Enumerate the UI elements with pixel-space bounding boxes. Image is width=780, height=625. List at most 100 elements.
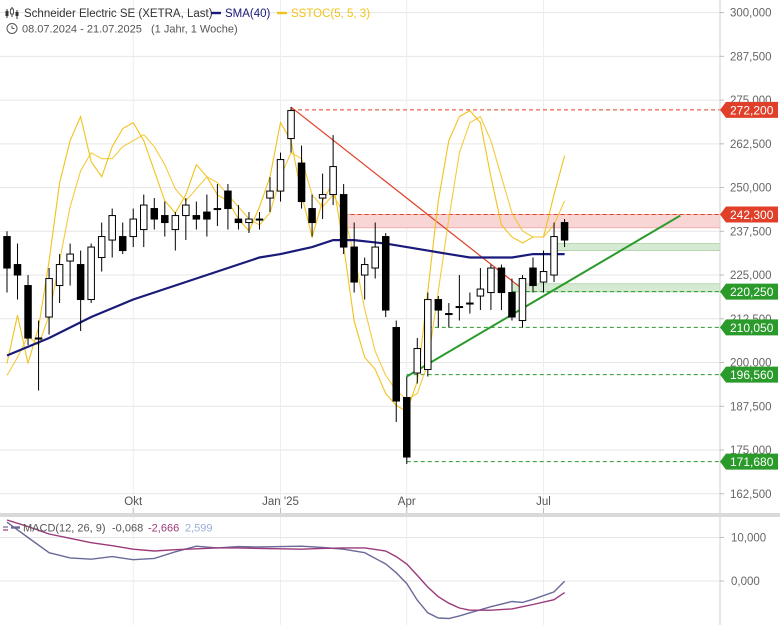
candle-body xyxy=(203,211,211,220)
candle-body xyxy=(224,190,232,210)
candle-body xyxy=(171,215,180,231)
candle-body xyxy=(24,285,32,339)
candle-body xyxy=(234,218,243,224)
candle-body xyxy=(550,236,558,276)
x-tick-label: Jul xyxy=(536,496,551,508)
candle-body xyxy=(329,166,337,196)
support-trend-line xyxy=(406,214,681,378)
price-level-tag xyxy=(720,101,778,118)
price-level-value: 272,200 xyxy=(730,103,774,117)
y-tick-label: 187,500 xyxy=(730,401,772,413)
macd-value-3: 2,599 xyxy=(185,523,213,535)
y-tick-label: 237,500 xyxy=(730,226,772,238)
price-level-value: 196,560 xyxy=(730,368,774,382)
sstoc-slow-line xyxy=(6,115,566,401)
sstoc-lines xyxy=(6,109,566,413)
trend-lines xyxy=(290,106,681,378)
macd-signal-line xyxy=(6,519,565,611)
candle-body xyxy=(213,208,222,211)
candle-body xyxy=(108,215,116,241)
candle-body xyxy=(508,292,516,318)
candle-body xyxy=(392,327,400,402)
candle-body xyxy=(245,218,253,224)
candle-body xyxy=(445,313,453,316)
candle-body xyxy=(339,194,348,248)
candle-body xyxy=(476,288,485,297)
y-tick-label: 262,500 xyxy=(730,139,772,151)
candle-body xyxy=(34,337,43,340)
macd-value-1: -0,068 xyxy=(112,523,143,535)
x-tick-label: Apr xyxy=(398,496,416,508)
candle-body xyxy=(529,267,537,287)
x-tick-label: Jan '25 xyxy=(262,496,299,508)
candle-body xyxy=(140,204,148,231)
period-label: (1 Jahr, 1 Woche) xyxy=(151,24,238,36)
macd-line xyxy=(6,521,566,620)
candle-body xyxy=(424,299,432,371)
date-range: 08.07.2024 - 21.07.2025 xyxy=(22,24,142,36)
candle-body xyxy=(539,271,548,283)
candle-body xyxy=(13,264,22,276)
macd-value-2: -2,666 xyxy=(148,523,179,535)
candle-body xyxy=(118,236,127,252)
candle-body xyxy=(3,236,11,269)
candle-body xyxy=(297,162,306,203)
macd-y-tick-label: 10,000 xyxy=(731,532,766,544)
candle-body xyxy=(518,278,527,322)
candle-body xyxy=(150,208,159,220)
price-level-value: 242,300 xyxy=(730,208,774,222)
price-level-value: 171,680 xyxy=(730,455,774,469)
macd-legend: MACD(12, 26, 9) -0,068 -2,666 2,599 xyxy=(3,523,213,535)
candle-body xyxy=(350,246,358,283)
candle-body xyxy=(276,159,285,192)
panel-divider xyxy=(0,513,780,517)
candle-body xyxy=(192,215,201,220)
clock-icon xyxy=(6,23,18,34)
candle-body xyxy=(45,278,53,318)
candle-body xyxy=(308,208,316,224)
candle-body xyxy=(497,267,506,294)
y-tick-label: 200,000 xyxy=(730,358,772,370)
y-tick-label: 287,500 xyxy=(730,51,772,63)
price-level-lines xyxy=(291,109,720,463)
sma-legend-label: SMA(40) xyxy=(225,8,271,20)
candle-body xyxy=(66,253,74,262)
candle-body xyxy=(87,246,95,301)
price-level-tag xyxy=(720,453,778,470)
header: Schneider Electric SE (XETRA, Last) SMA(… xyxy=(5,7,370,36)
candle-body xyxy=(360,264,369,276)
candle-body xyxy=(413,348,422,374)
candle-body xyxy=(161,215,169,224)
candles xyxy=(3,107,569,465)
candle-body xyxy=(129,218,137,238)
price-zone xyxy=(553,243,721,251)
candle-body xyxy=(266,190,274,199)
sstoc-fast-line xyxy=(6,109,566,413)
x-tick-label: Okt xyxy=(124,496,143,508)
price-level-labels: 272,200 242,300 220,250 210,050 196,560 171,6… xyxy=(720,101,778,470)
candle-body xyxy=(182,204,190,217)
chart-title: Schneider Electric SE (XETRA, Last) xyxy=(24,8,213,20)
resistance-trend-line xyxy=(290,106,523,290)
sstoc-legend-label: SSTOC(5, 5, 3) xyxy=(291,8,370,20)
candle-body xyxy=(455,306,464,309)
candle-body xyxy=(255,218,264,221)
chart-type-icon[interactable] xyxy=(5,7,19,19)
price-level-tag xyxy=(720,319,778,336)
macd-y-tick-label: 0,000 xyxy=(731,576,760,588)
candle-body xyxy=(466,302,474,305)
candle-body xyxy=(487,267,495,294)
candle-body xyxy=(55,264,64,287)
candle-body xyxy=(76,264,85,301)
candle-body xyxy=(371,246,379,269)
macd-indicator-icon xyxy=(3,526,8,531)
candle-body xyxy=(560,222,569,241)
y-tick-label: 250,000 xyxy=(730,183,772,195)
price-level-value: 220,250 xyxy=(730,285,774,299)
macd-panel xyxy=(6,519,566,620)
candle-body xyxy=(97,236,106,259)
candle-body xyxy=(403,397,411,458)
candle-body xyxy=(318,194,327,199)
